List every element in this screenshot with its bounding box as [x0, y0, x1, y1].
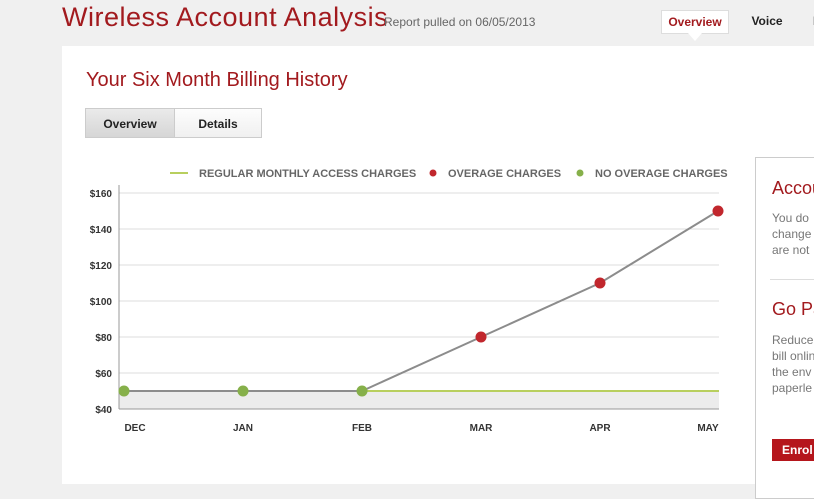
overage-point — [712, 205, 724, 217]
y-tick-label: $160 — [90, 189, 113, 200]
x-tick-label: DEC — [124, 423, 145, 434]
paperless-text-3: the env — [772, 365, 812, 379]
paperless-heading: Go Pa — [772, 299, 814, 319]
legend-label-overage: OVERAGE CHARGES — [448, 168, 561, 180]
series-line-monthly-charges — [124, 210, 719, 392]
x-tick-label: JAN — [233, 423, 253, 434]
overage-point — [475, 331, 487, 343]
x-tick-label: FEB — [352, 423, 372, 434]
y-tick-label: $40 — [95, 405, 112, 416]
billing-chart: $40 $60 $80 $100 $120 $140 $160 DEC JAN FEB MAR APR… — [90, 168, 728, 434]
x-tick-label: MAY — [697, 423, 719, 434]
tab-voice[interactable]: Voice — [751, 14, 783, 28]
enroll-button[interactable]: Enrol — [772, 439, 814, 461]
sidebar-divider — [770, 279, 814, 280]
y-tick-label: $80 — [95, 333, 112, 344]
no-overage-point — [237, 385, 249, 397]
account-text-2: change — [772, 227, 812, 241]
y-tick-label: $140 — [90, 225, 113, 236]
view-tab-details[interactable]: Details — [174, 108, 262, 138]
no-overage-point — [118, 385, 130, 397]
x-tick-label: APR — [589, 423, 611, 434]
no-overage-point — [356, 385, 368, 397]
legend-label-no-overage: NO OVERAGE CHARGES — [595, 168, 728, 180]
account-text-1: You do — [772, 211, 809, 225]
y-tick-label: $120 — [90, 261, 113, 272]
overage-point — [594, 277, 606, 289]
account-text-3: are not — [772, 243, 810, 257]
regular-charge-area — [119, 391, 719, 409]
paperless-text-2: bill onlin — [772, 349, 814, 363]
y-tick-label: $60 — [95, 369, 112, 380]
paperless-text-4: paperle — [772, 381, 813, 395]
y-tick-label: $100 — [90, 297, 113, 308]
paperless-text-1: Reduce — [772, 333, 814, 347]
section-title: Your Six Month Billing History — [86, 69, 348, 91]
report-date: Report pulled on 06/05/2013 — [384, 15, 536, 29]
legend-swatch-no-overage — [576, 169, 584, 177]
x-tick-label: MAR — [470, 423, 494, 434]
page-title: Wireless Account Analysis — [62, 2, 389, 32]
account-heading: Accou — [772, 178, 814, 198]
view-tab-overview[interactable]: Overview — [85, 108, 175, 138]
legend-label-regular: REGULAR MONTHLY ACCESS CHARGES — [199, 168, 416, 180]
legend-swatch-overage — [429, 169, 437, 177]
active-tab-pointer — [688, 33, 702, 41]
sidebar-card: Accou You do change are not Go Pa Reduce… — [755, 157, 814, 499]
